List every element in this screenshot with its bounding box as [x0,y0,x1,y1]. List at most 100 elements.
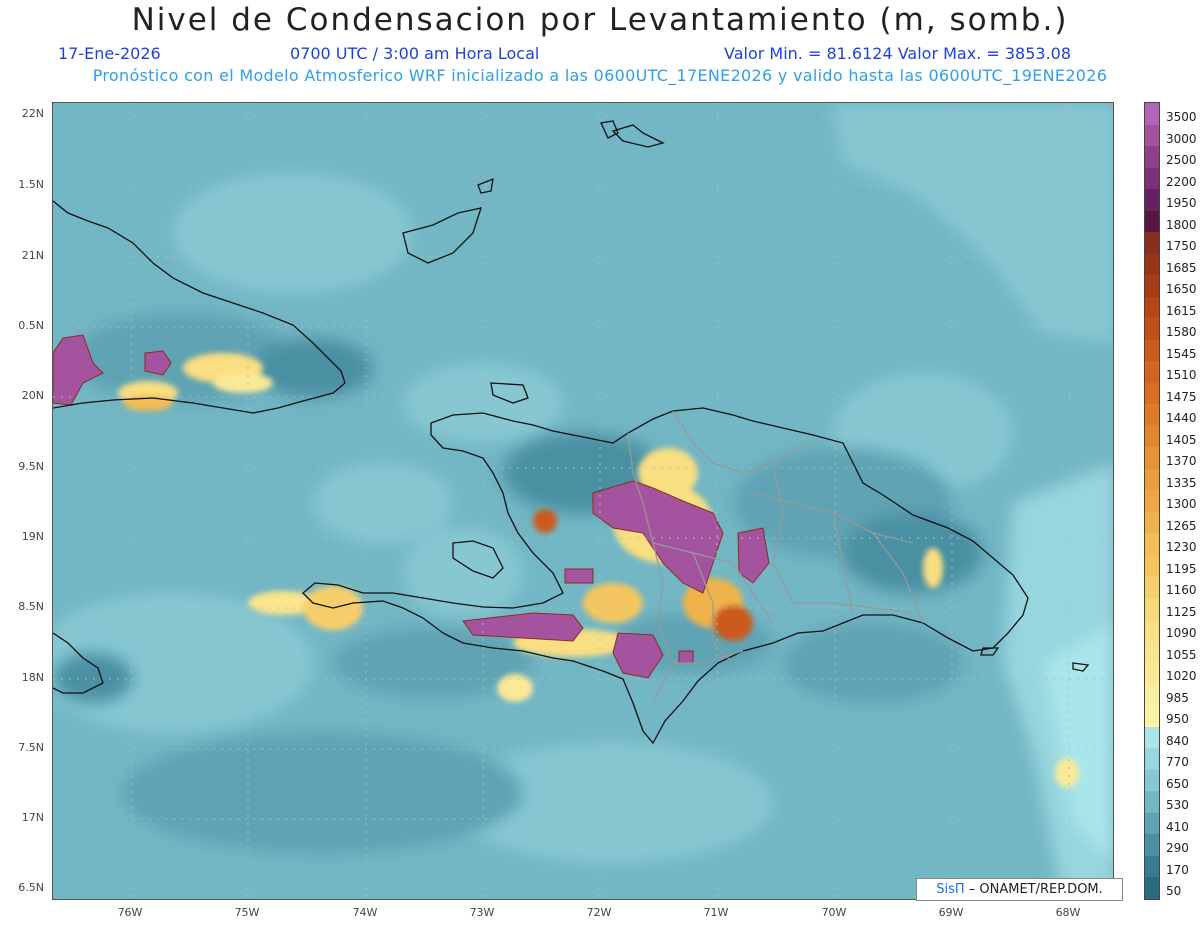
lon-label: 72W [586,906,612,919]
colorbar-swatch [1145,597,1159,619]
colorbar-label: 770 [1166,755,1189,770]
colorbar-swatch [1145,361,1159,383]
colorbar-label: 1125 [1166,604,1197,619]
colorbar-label: 290 [1166,841,1189,856]
colorbar-label: 950 [1166,712,1189,727]
colorbar-swatch [1145,726,1159,748]
colorbar-swatch [1145,468,1159,490]
colorbar-swatch [1145,705,1159,727]
colorbar-swatch [1145,791,1159,813]
colorbar-label: 1335 [1166,475,1197,490]
lat-label: 7.5N [18,741,44,754]
lat-label: 19N [21,530,44,543]
lon-label: 68W [1055,906,1081,919]
colorbar-label: 1475 [1166,389,1197,404]
colorbar-label: 1950 [1166,196,1197,211]
colorbar-swatch [1145,425,1159,447]
colorbar-swatch [1145,511,1159,533]
colorbar-label: 50 [1166,884,1182,899]
jamaica-coast [53,632,104,694]
lon-label: 69W [938,906,964,919]
colorbar-swatch [1145,490,1159,512]
colorbar-label: 170 [1166,862,1189,877]
colorbar-label: 2200 [1166,174,1197,189]
colorbar-swatch [1145,576,1159,598]
cuba-coast [53,200,346,414]
colorbar-label: 1440 [1166,411,1197,426]
colorbar-label: 1160 [1166,583,1197,598]
credit-text: – ONAMET/REP.DOM. [964,882,1103,897]
map-field [53,103,1113,899]
colorbar-swatch [1145,339,1159,361]
province-borders [627,410,924,704]
lon-label: 75W [234,906,260,919]
colorbar-label: 1230 [1166,540,1197,555]
colorbar-label: 1370 [1166,454,1197,469]
colorbar-label: 1090 [1166,626,1197,641]
lat-label: 21N [21,249,44,262]
min-max-values: Valor Min. = 81.6124 Valor Max. = 3853.0… [724,44,1072,63]
lat-label: 18N [21,671,44,684]
colorbar-swatch [1145,812,1159,834]
colorbar-label: 1300 [1166,497,1197,512]
colorbar-swatch [1145,210,1159,232]
lon-label: 70W [821,906,847,919]
lon-label: 71W [703,906,729,919]
colorbar-label: 2500 [1166,153,1197,168]
colorbar-label: 3000 [1166,131,1197,146]
colorbar-label: 1685 [1166,260,1197,275]
colorbar-swatch [1145,404,1159,426]
field-light-regions [53,103,1113,899]
colorbar-label: 1265 [1166,518,1197,533]
forecast-date: 17-Ene-2026 [58,44,161,63]
colorbar-swatch [1145,683,1159,705]
colorbar-label: 1750 [1166,239,1197,254]
colorbar-swatch [1145,855,1159,877]
colorbar-label: 1650 [1166,282,1197,297]
field-high-regions [53,334,770,679]
colorbar-swatch [1145,748,1159,770]
colorbar-label: 1020 [1166,669,1197,684]
colorbar [1144,102,1160,900]
lon-label: 74W [352,906,378,919]
lat-label: 8.5N [18,600,44,613]
colorbar-swatch [1145,296,1159,318]
map-title: Nivel de Condensacion por Levantamiento … [131,2,1069,38]
colorbar-swatch [1145,554,1159,576]
colorbar-label: 1195 [1166,561,1197,576]
colorbar-swatch [1145,533,1159,555]
lat-label: 20N [21,389,44,402]
colorbar-label: 1580 [1166,325,1197,340]
lon-label: 76W [117,906,143,919]
colorbar-label: 840 [1166,733,1189,748]
colorbar-swatch [1145,619,1159,641]
colorbar-label: 410 [1166,819,1189,834]
colorbar-swatch [1145,103,1159,125]
gridlines [53,103,1113,899]
colorbar-label: 3500 [1166,110,1197,124]
colorbar-swatch [1145,167,1159,189]
lat-label: 17N [21,811,44,824]
lat-label: 1.5N [18,178,44,191]
colorbar-swatch [1145,146,1159,168]
colorbar-swatch [1145,640,1159,662]
colorbar-label: 985 [1166,690,1189,705]
colorbar-label: 1615 [1166,303,1197,318]
colorbar-swatch [1145,382,1159,404]
colorbar-swatch [1145,769,1159,791]
forecast-time: 0700 UTC / 3:00 am Hora Local [290,44,540,63]
colorbar-label: 1510 [1166,368,1197,383]
colorbar-swatch [1145,318,1159,340]
colorbar-label: 1545 [1166,346,1197,361]
colorbar-swatch [1145,447,1159,469]
colorbar-swatch [1145,232,1159,254]
colorbar-swatch [1145,124,1159,146]
gonave-coast [452,540,504,579]
colorbar-label: 650 [1166,776,1189,791]
lat-label: 6.5N [18,881,44,894]
colorbar-label: 1055 [1166,647,1197,662]
lat-label: 9.5N [18,460,44,473]
sispi-logo: SisΠ [936,882,965,897]
model-info: Pronóstico con el Modelo Atmosferico WRF… [92,66,1108,85]
colorbar-swatch [1145,275,1159,297]
